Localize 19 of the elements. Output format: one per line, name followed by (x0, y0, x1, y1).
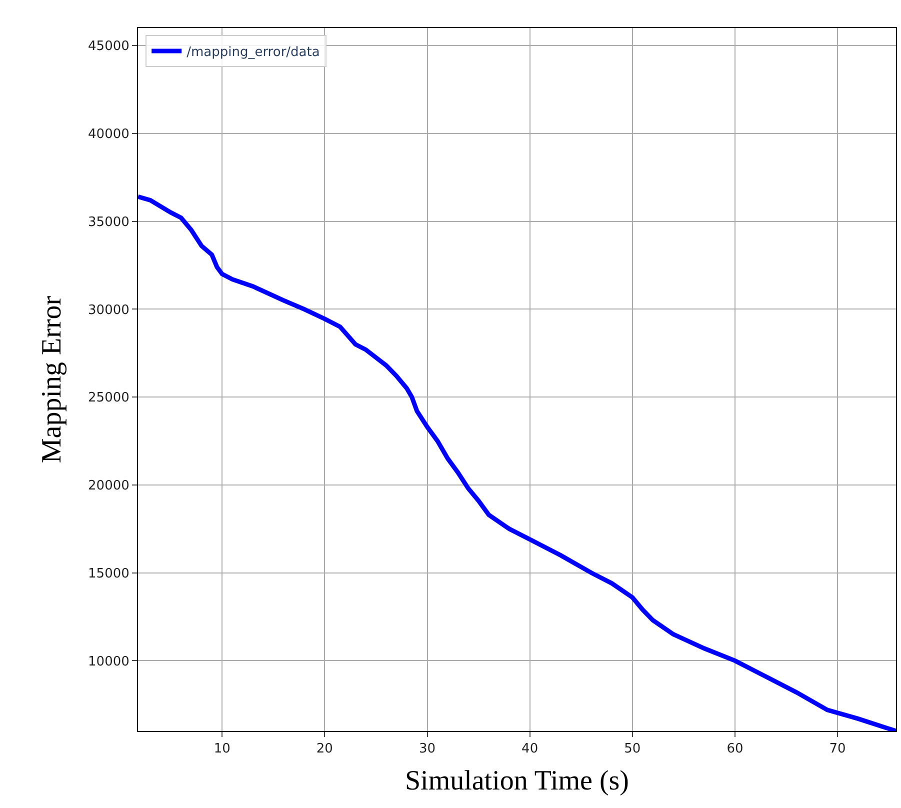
legend-label: /mapping_error/data (186, 45, 320, 60)
x-tick-label: 10 (214, 742, 230, 757)
line-series (138, 194, 896, 731)
x-tick-label: 70 (829, 742, 846, 757)
y-tick-label: 30000 (88, 302, 130, 318)
x-tick-label: 50 (624, 742, 641, 757)
y-axis-title: Mapping Error (36, 295, 68, 464)
x-tick-label: 40 (522, 742, 538, 757)
x-axis-title: Simulation Time (s) (404, 766, 630, 797)
y-tick-label: 35000 (88, 214, 130, 230)
y-tick-label: 10000 (88, 654, 130, 670)
x-tick-label: 20 (316, 742, 333, 757)
x-tick-label: 30 (418, 742, 436, 757)
y-tick-label: 20000 (88, 478, 130, 494)
y-tick-label: 45000 (88, 39, 130, 54)
y-tick-label: 15000 (88, 566, 130, 582)
y-tick-label: 25000 (88, 390, 130, 406)
y-tick-label: 40000 (88, 127, 130, 142)
x-tick-label: 60 (726, 742, 744, 757)
